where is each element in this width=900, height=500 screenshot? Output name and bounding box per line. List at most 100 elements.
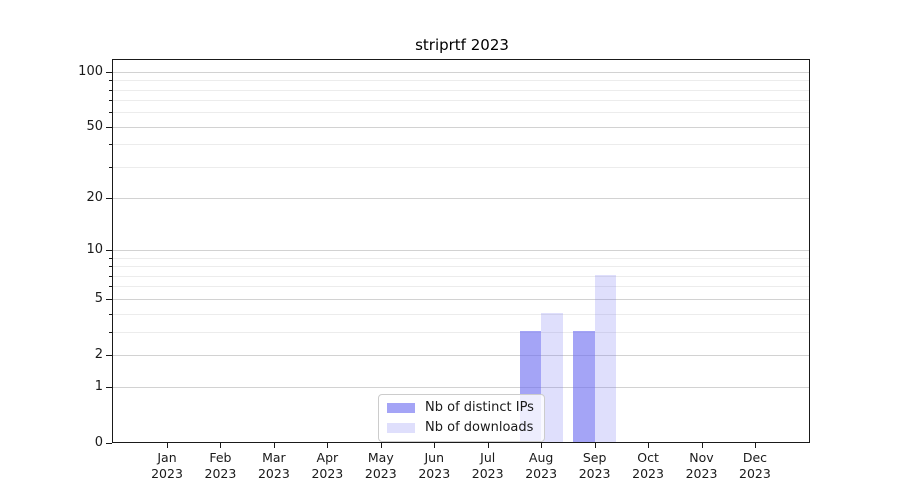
y-major-tick [106,198,112,200]
y-major-tick [106,443,112,444]
y-major-tick [106,126,112,128]
x-tick-label-year: 2023 [151,466,183,481]
x-tick [327,443,329,448]
y-minor-gridline [113,266,809,268]
x-tick-label-feb: Feb 2023 [188,450,252,482]
x-tick [434,443,436,448]
x-tick-label-sep: Sep 2023 [563,450,627,482]
x-tick [273,443,275,448]
y-major-gridline [113,198,809,200]
y-tick-label: 100 [78,63,103,79]
y-major-tick [106,387,112,389]
x-tick-label-month: Jun [424,450,445,465]
y-minor-tick [109,89,112,91]
y-minor-gridline [113,89,809,91]
y-tick-label: 5 [94,290,103,306]
x-tick-label-month: May [367,450,394,465]
y-minor-tick [109,286,112,288]
x-tick [167,443,168,448]
legend-swatch-distinct-ips [387,402,415,413]
y-major-tick [106,250,112,252]
x-tick [594,443,596,448]
x-tick-label-month: Sep [582,450,607,465]
y-minor-tick [109,257,112,259]
x-tick-label-nov: Nov 2023 [670,450,734,482]
x-tick-label-year: 2023 [632,466,664,481]
y-minor-gridline [113,331,809,333]
x-tick-label-jul: Jul 2023 [456,450,520,482]
legend-item-distinct-ips: Nb of distinct IPs [387,400,534,415]
x-tick-label-month: Oct [637,450,659,465]
y-tick-label: 10 [86,242,103,258]
y-minor-tick [109,313,112,315]
x-tick-label-oct: Oct 2023 [616,450,680,482]
y-minor-gridline [113,144,809,146]
x-tick-label-year: 2023 [578,466,611,481]
y-major-tick [106,354,112,356]
y-major-gridline [113,387,809,389]
y-tick-label: 0 [94,435,103,450]
x-tick-label-dec: Dec 2023 [723,450,787,482]
x-tick-label-apr: Apr 2023 [295,450,359,482]
y-minor-gridline [113,100,809,102]
x-tick-label-year: 2023 [525,466,558,481]
y-minor-tick [109,275,112,277]
y-minor-gridline [113,112,809,114]
y-minor-tick [109,100,112,102]
x-tick-label-month: Aug [528,450,554,465]
x-tick-label-may: May 2023 [349,450,413,482]
y-minor-gridline [113,275,809,277]
y-minor-tick [109,144,112,146]
x-tick-label-year: 2023 [739,466,771,481]
x-tick [754,443,756,448]
y-major-tick [106,71,112,73]
x-tick-label-year: 2023 [471,466,504,481]
plot-area: Nb of distinct IPs Nb of downloads [112,59,810,443]
x-tick-label-jun: Jun 2023 [402,450,466,482]
x-tick [701,443,703,448]
y-tick-label: 20 [86,190,103,206]
x-tick-label-month: Dec [742,450,768,465]
y-minor-tick [109,80,112,82]
y-minor-gridline [113,313,809,315]
x-tick-label-month: Apr [316,450,339,465]
x-tick [648,443,650,448]
y-minor-tick [109,112,112,114]
x-tick-label-mar: Mar 2023 [242,450,306,482]
x-tick [541,443,543,448]
y-minor-gridline [113,166,809,168]
legend: Nb of distinct IPs Nb of downloads [378,394,545,442]
bar-distinct-ips-sep [573,330,595,442]
y-minor-tick [109,331,112,333]
x-tick-label-year: 2023 [257,466,290,481]
y-major-gridline [113,250,809,252]
x-tick [380,443,382,448]
y-major-gridline [113,354,809,356]
x-tick-label-aug: Aug 2023 [509,450,573,482]
x-tick-label-month: Feb [209,450,232,465]
x-tick-label-month: Mar [262,450,286,465]
legend-swatch-downloads [387,422,415,433]
x-tick [487,443,489,448]
x-tick-label-jan: Jan 2023 [135,450,199,482]
x-tick-label-year: 2023 [685,466,718,481]
x-tick-label-year: 2023 [364,466,397,481]
legend-label-downloads: Nb of downloads [425,420,534,435]
y-minor-gridline [113,257,809,259]
x-tick-label-month: Nov [689,450,714,465]
y-major-gridline [113,71,809,73]
x-tick-label-year: 2023 [204,466,237,481]
x-tick-label-year: 2023 [311,466,344,481]
legend-label-distinct-ips: Nb of distinct IPs [425,400,534,415]
y-minor-tick [109,166,112,168]
y-major-tick [106,298,112,300]
x-tick [220,443,222,448]
y-minor-gridline [113,286,809,288]
bar-downloads-aug [541,312,563,442]
y-tick-label: 50 [86,118,103,134]
x-tick-label-year: 2023 [418,466,451,481]
y-tick-label: 2 [94,346,103,362]
y-major-gridline [113,126,809,128]
y-minor-tick [109,266,112,268]
